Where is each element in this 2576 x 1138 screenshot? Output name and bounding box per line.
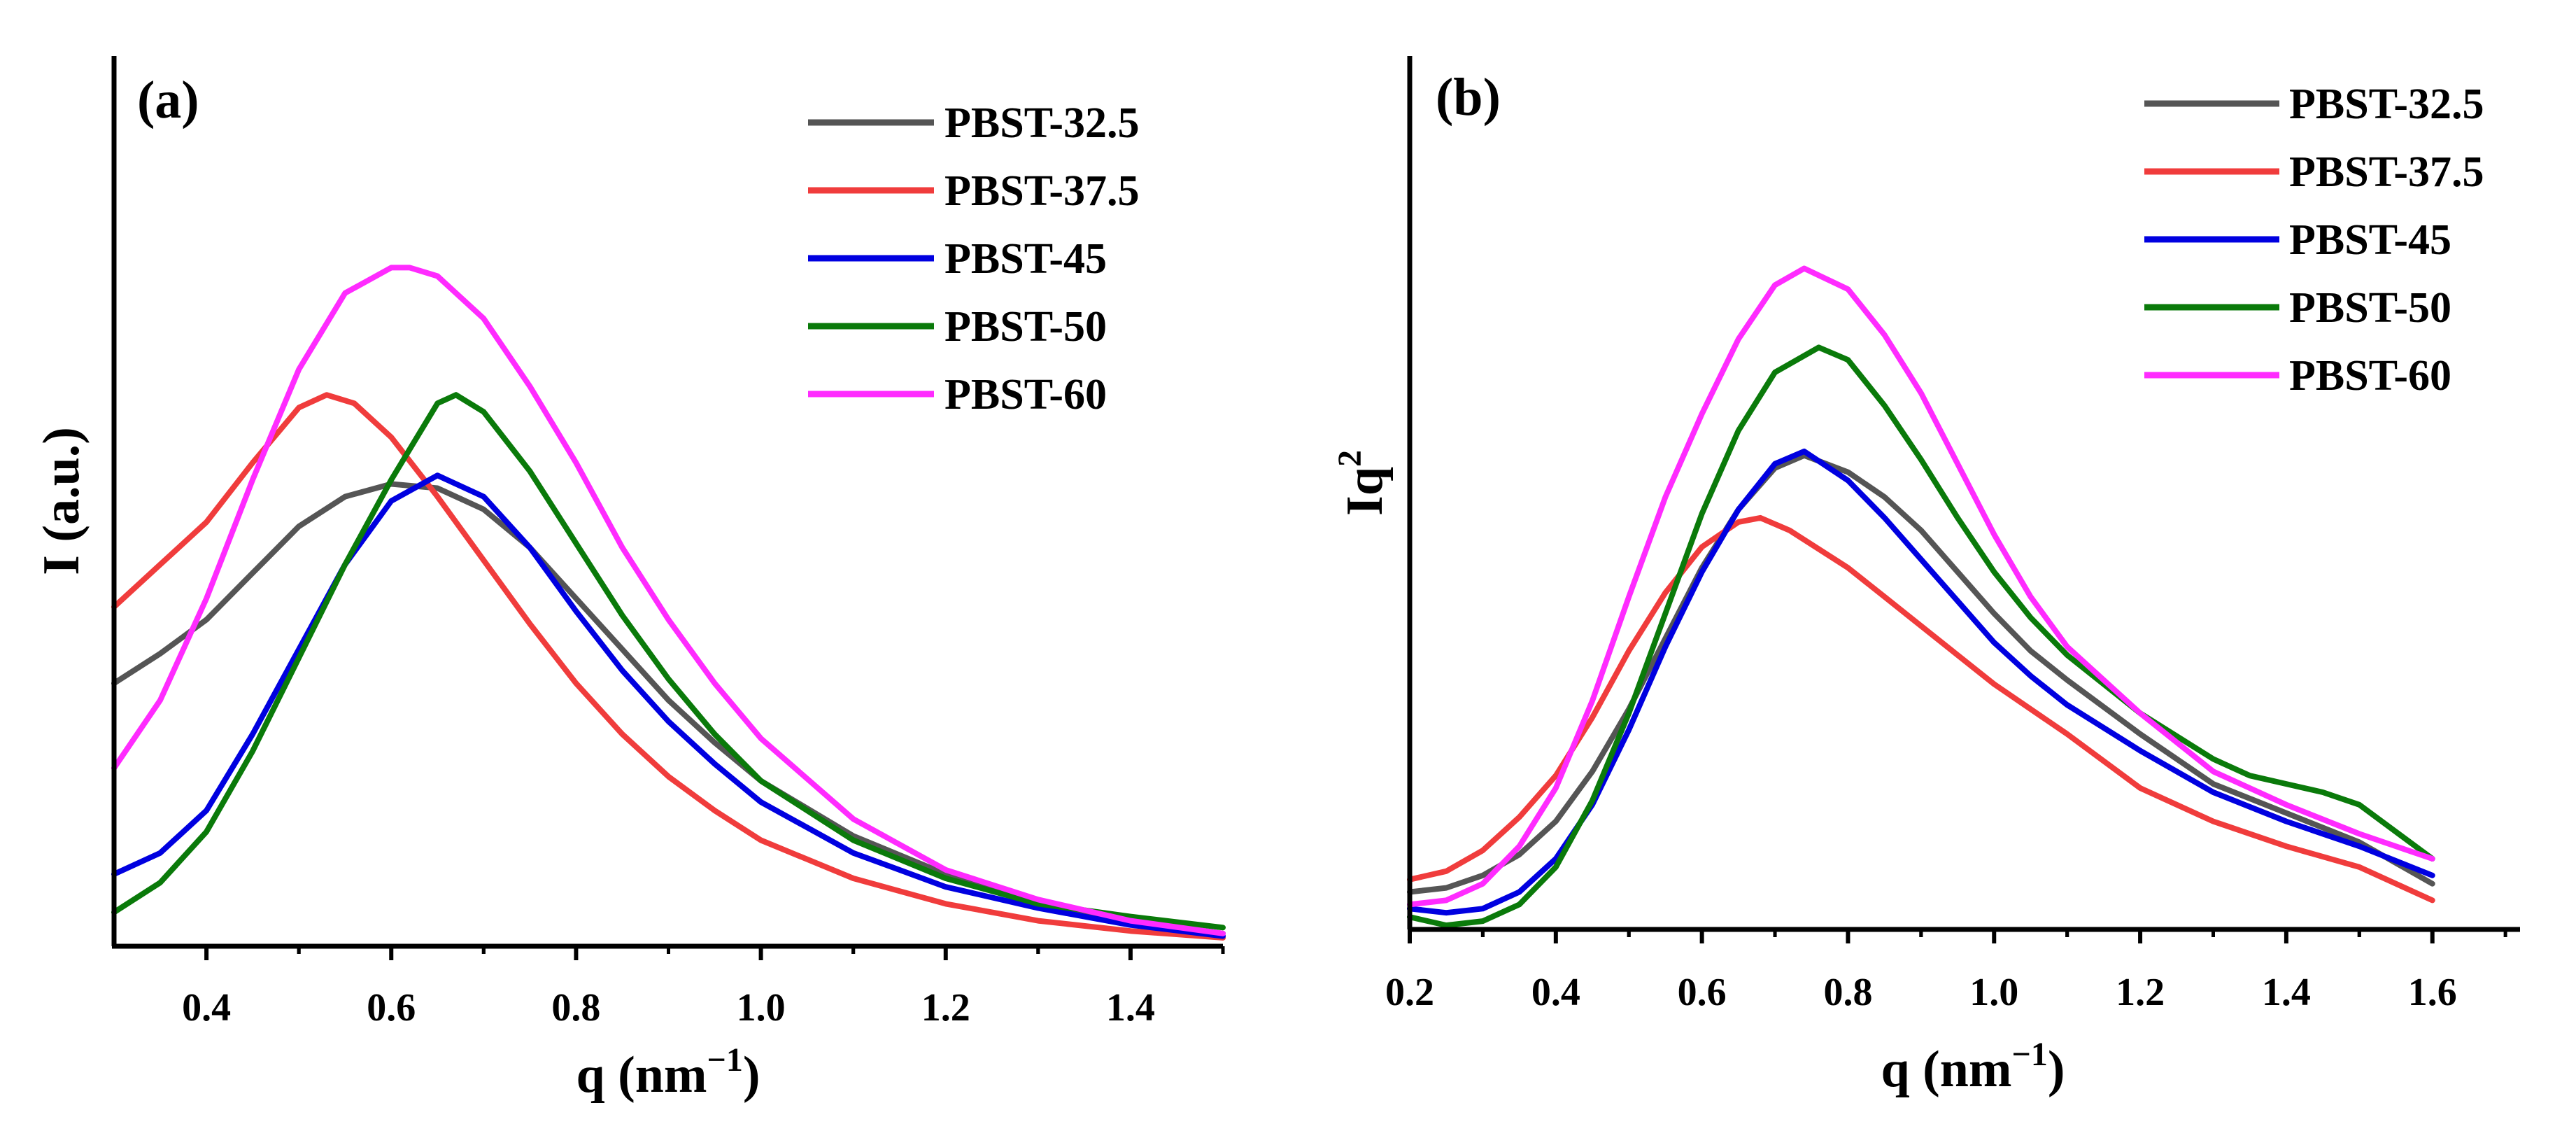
panel-a-line-chart: 0.4 0.6 0.8 1.0 1.2 1.4 (a) q (nm−1) I (a.u.) PBS… [33,56,1226,1104]
x-tick-label: 1.0 [1969,971,2018,1014]
series-line-pbst-60 [111,265,1226,936]
x-tick-label: 0.4 [1531,971,1580,1014]
x-tick-label: 0.8 [551,986,600,1030]
legend-label: PBST-32.5 [944,99,1140,147]
x-tick-label: 1.6 [2408,971,2457,1014]
x-tick-label: 0.4 [182,986,231,1030]
legend-label: PBST-50 [2289,284,2451,332]
series-line-pbst-45 [111,472,1226,939]
series-line-pbst-60 [1407,265,2435,908]
x-tick-label: 1.2 [2116,971,2165,1014]
x-tick-label: 0.2 [1385,971,1434,1014]
legend: PBST-32.5 PBST-37.5 PBST-45 PBST-50 PBST-60 [808,99,1140,419]
x-tick-label: 0.6 [367,986,416,1030]
x-tick-label: 1.4 [2262,971,2311,1014]
series-line-pbst-37.5 [1407,514,2435,904]
x-axis-title: q (nm−1) [576,1041,760,1104]
legend-label: PBST-37.5 [944,167,1140,215]
legend-label: PBST-60 [2289,352,2451,400]
panel-label: (b) [1436,68,1501,127]
series-line-pbst-45 [1407,448,2435,916]
panel-b-line-chart: 0.2 0.4 0.6 0.8 1.0 1.2 1.4 1.6 (b) q (nm−1) Iq2 PB… [1331,56,2520,1098]
series-line-pbst-50 [1407,344,2435,929]
legend-label: PBST-60 [944,371,1107,419]
x-tick-label: 1.2 [921,986,970,1030]
legend-label: PBST-37.5 [2289,148,2484,196]
x-tick-label: 1.0 [737,986,786,1030]
series-line-pbst-50 [111,392,1226,931]
legend-label: PBST-50 [944,303,1107,351]
x-tick-label: 1.4 [1106,986,1155,1030]
x-tick-label: 0.6 [1678,971,1727,1014]
legend-label: PBST-32.5 [2289,80,2484,128]
series-line-pbst-37.5 [111,392,1226,941]
x-axis-title: q (nm−1) [1881,1036,2065,1098]
series-line-pbst-32.5 [111,481,1226,936]
panel-label: (a) [137,71,199,129]
legend-label: PBST-45 [944,235,1107,283]
y-axis-title: Iq2 [1331,450,1394,516]
series-line-pbst-32.5 [1407,452,2435,895]
legend: PBST-32.5 PBST-37.5 PBST-45 PBST-50 PBST-60 [2144,80,2484,400]
x-tick-label: 0.8 [1823,971,1872,1014]
y-axis-title: I (a.u.) [33,427,90,575]
legend-label: PBST-45 [2289,216,2451,264]
